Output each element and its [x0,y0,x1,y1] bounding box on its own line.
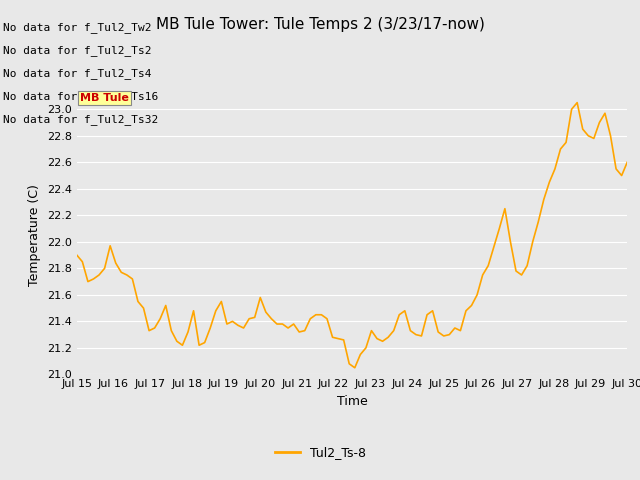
Legend: Tul2_Ts-8: Tul2_Ts-8 [269,441,371,464]
Text: No data for f_Tul2_Ts16: No data for f_Tul2_Ts16 [3,91,159,102]
Text: No data for f_Tul2_Ts4: No data for f_Tul2_Ts4 [3,68,152,79]
Text: MB Tule Tower: Tule Temps 2 (3/23/17-now): MB Tule Tower: Tule Temps 2 (3/23/17-now… [156,17,484,32]
X-axis label: Time: Time [337,395,367,408]
Text: No data for f_Tul2_Ts32: No data for f_Tul2_Ts32 [3,114,159,125]
Text: No data for f_Tul2_Tw2: No data for f_Tul2_Tw2 [3,22,152,33]
Text: No data for f_Tul2_Ts2: No data for f_Tul2_Ts2 [3,45,152,56]
Y-axis label: Temperature (C): Temperature (C) [28,184,42,286]
Text: MB Tule: MB Tule [80,93,129,103]
